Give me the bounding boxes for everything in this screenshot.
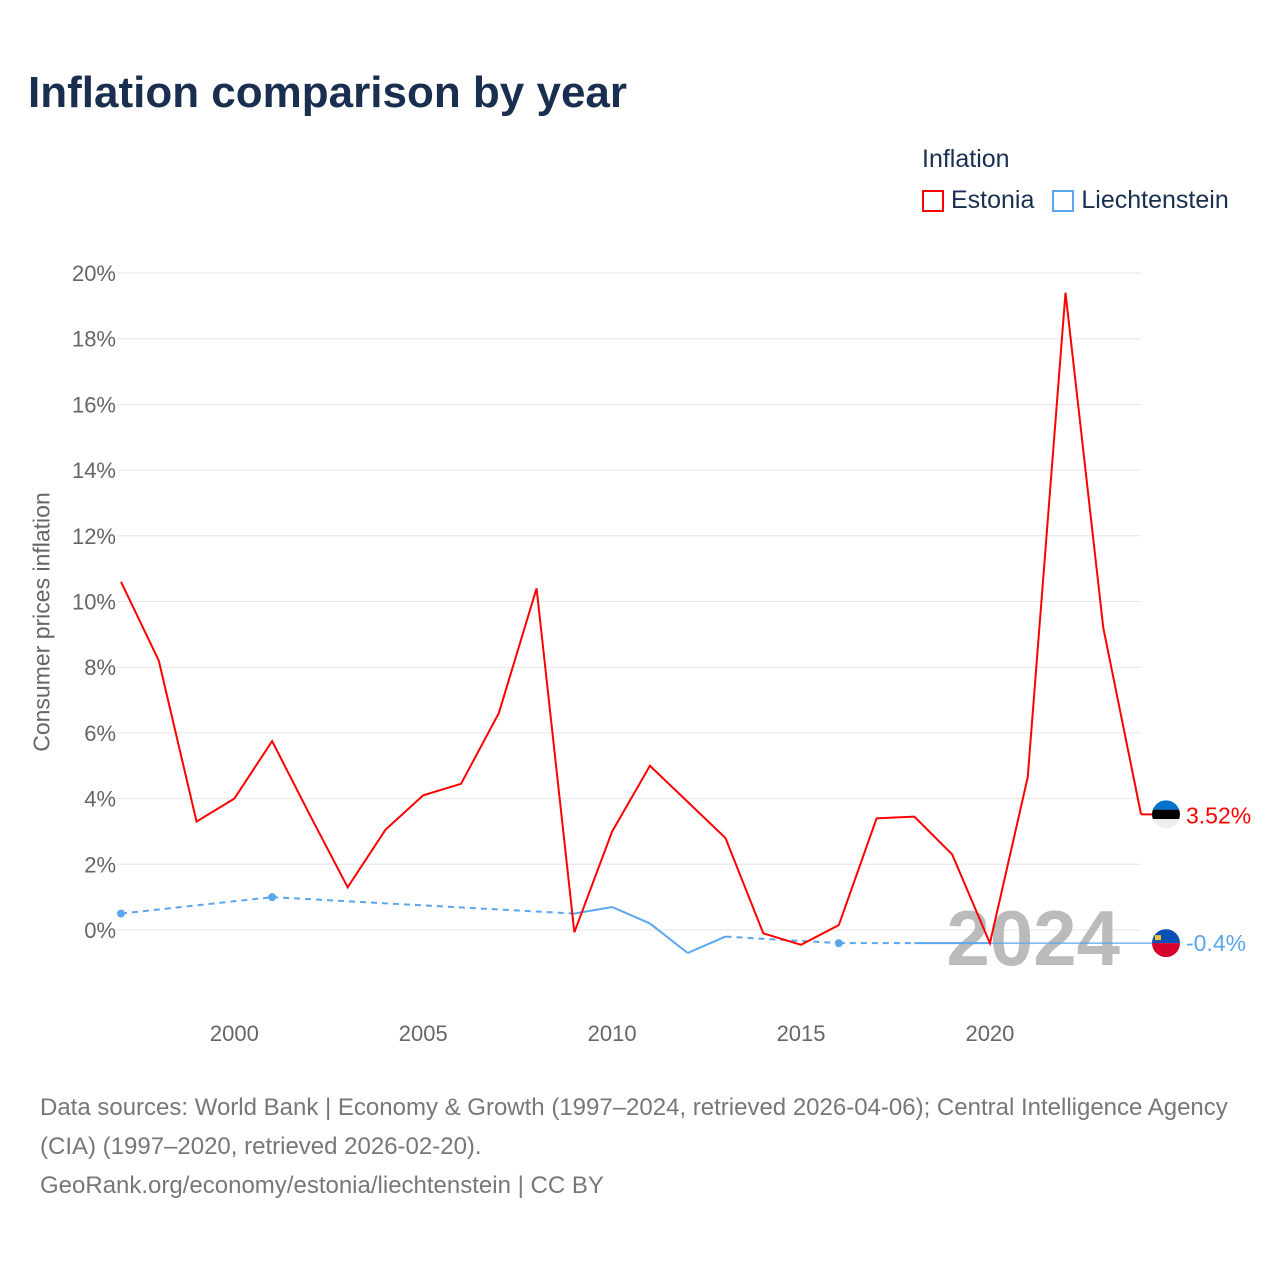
- legend-title: Inflation: [922, 145, 1010, 173]
- liechtenstein-line-segment: [574, 906, 613, 915]
- y-tick-label: 12%: [72, 524, 116, 549]
- legend: Estonia Liechtenstein: [922, 186, 1229, 215]
- x-tick-label: 2010: [588, 1021, 637, 1046]
- x-tick-label: 2020: [965, 1021, 1014, 1046]
- source-link[interactable]: GeoRank.org/economy/estonia/liechtenstei…: [40, 1172, 604, 1199]
- y-tick-label: 18%: [72, 327, 116, 352]
- liechtenstein-end-label: -0.4%: [1186, 930, 1246, 956]
- y-tick-label: 8%: [84, 655, 116, 680]
- legend-label: Liechtenstein: [1081, 186, 1229, 214]
- liechtenstein-line-segment: [611, 906, 651, 925]
- legend-item-estonia[interactable]: Estonia: [922, 186, 1034, 215]
- y-tick-label: 14%: [72, 458, 116, 483]
- y-tick-label: 4%: [84, 787, 116, 812]
- chart-title: Inflation comparison by year: [28, 68, 628, 117]
- liechtenstein-line-segment: [649, 922, 689, 954]
- y-tick-label: 0%: [84, 918, 116, 943]
- liechtenstein-point: [268, 893, 277, 902]
- liechtenstein-line-segment: [120, 896, 273, 915]
- y-tick-label: 16%: [72, 392, 116, 417]
- liechtenstein-line-segment: [687, 935, 726, 954]
- footer: Data sources: World Bank | Economy & Gro…: [40, 1088, 1250, 1205]
- x-tick-label: 2005: [399, 1021, 448, 1046]
- estonia-end-label: 3.52%: [1186, 802, 1251, 828]
- y-tick-label: 6%: [84, 721, 116, 746]
- y-tick-label: 10%: [72, 590, 116, 615]
- legend-item-liechtenstein[interactable]: Liechtenstein: [1052, 186, 1229, 215]
- estonia-flag-icon: [1152, 800, 1180, 829]
- liechtenstein-point: [117, 909, 125, 918]
- legend-label: Estonia: [951, 186, 1035, 214]
- data-sources: Data sources: World Bank | Economy & Gro…: [40, 1094, 1228, 1160]
- year-watermark: 2024: [946, 894, 1120, 982]
- y-tick-label: 20%: [72, 261, 116, 286]
- legend-swatch: [922, 189, 944, 212]
- y-tick-label: 2%: [84, 852, 116, 877]
- liechtenstein-flag-icon: [1152, 929, 1180, 958]
- estonia-line: [120, 292, 1143, 947]
- liechtenstein-point: [834, 939, 843, 948]
- x-tick-label: 2000: [210, 1021, 259, 1046]
- liechtenstein-line-segment: [272, 896, 575, 915]
- legend-swatch: [1052, 189, 1075, 212]
- x-tick-label: 2015: [777, 1021, 826, 1046]
